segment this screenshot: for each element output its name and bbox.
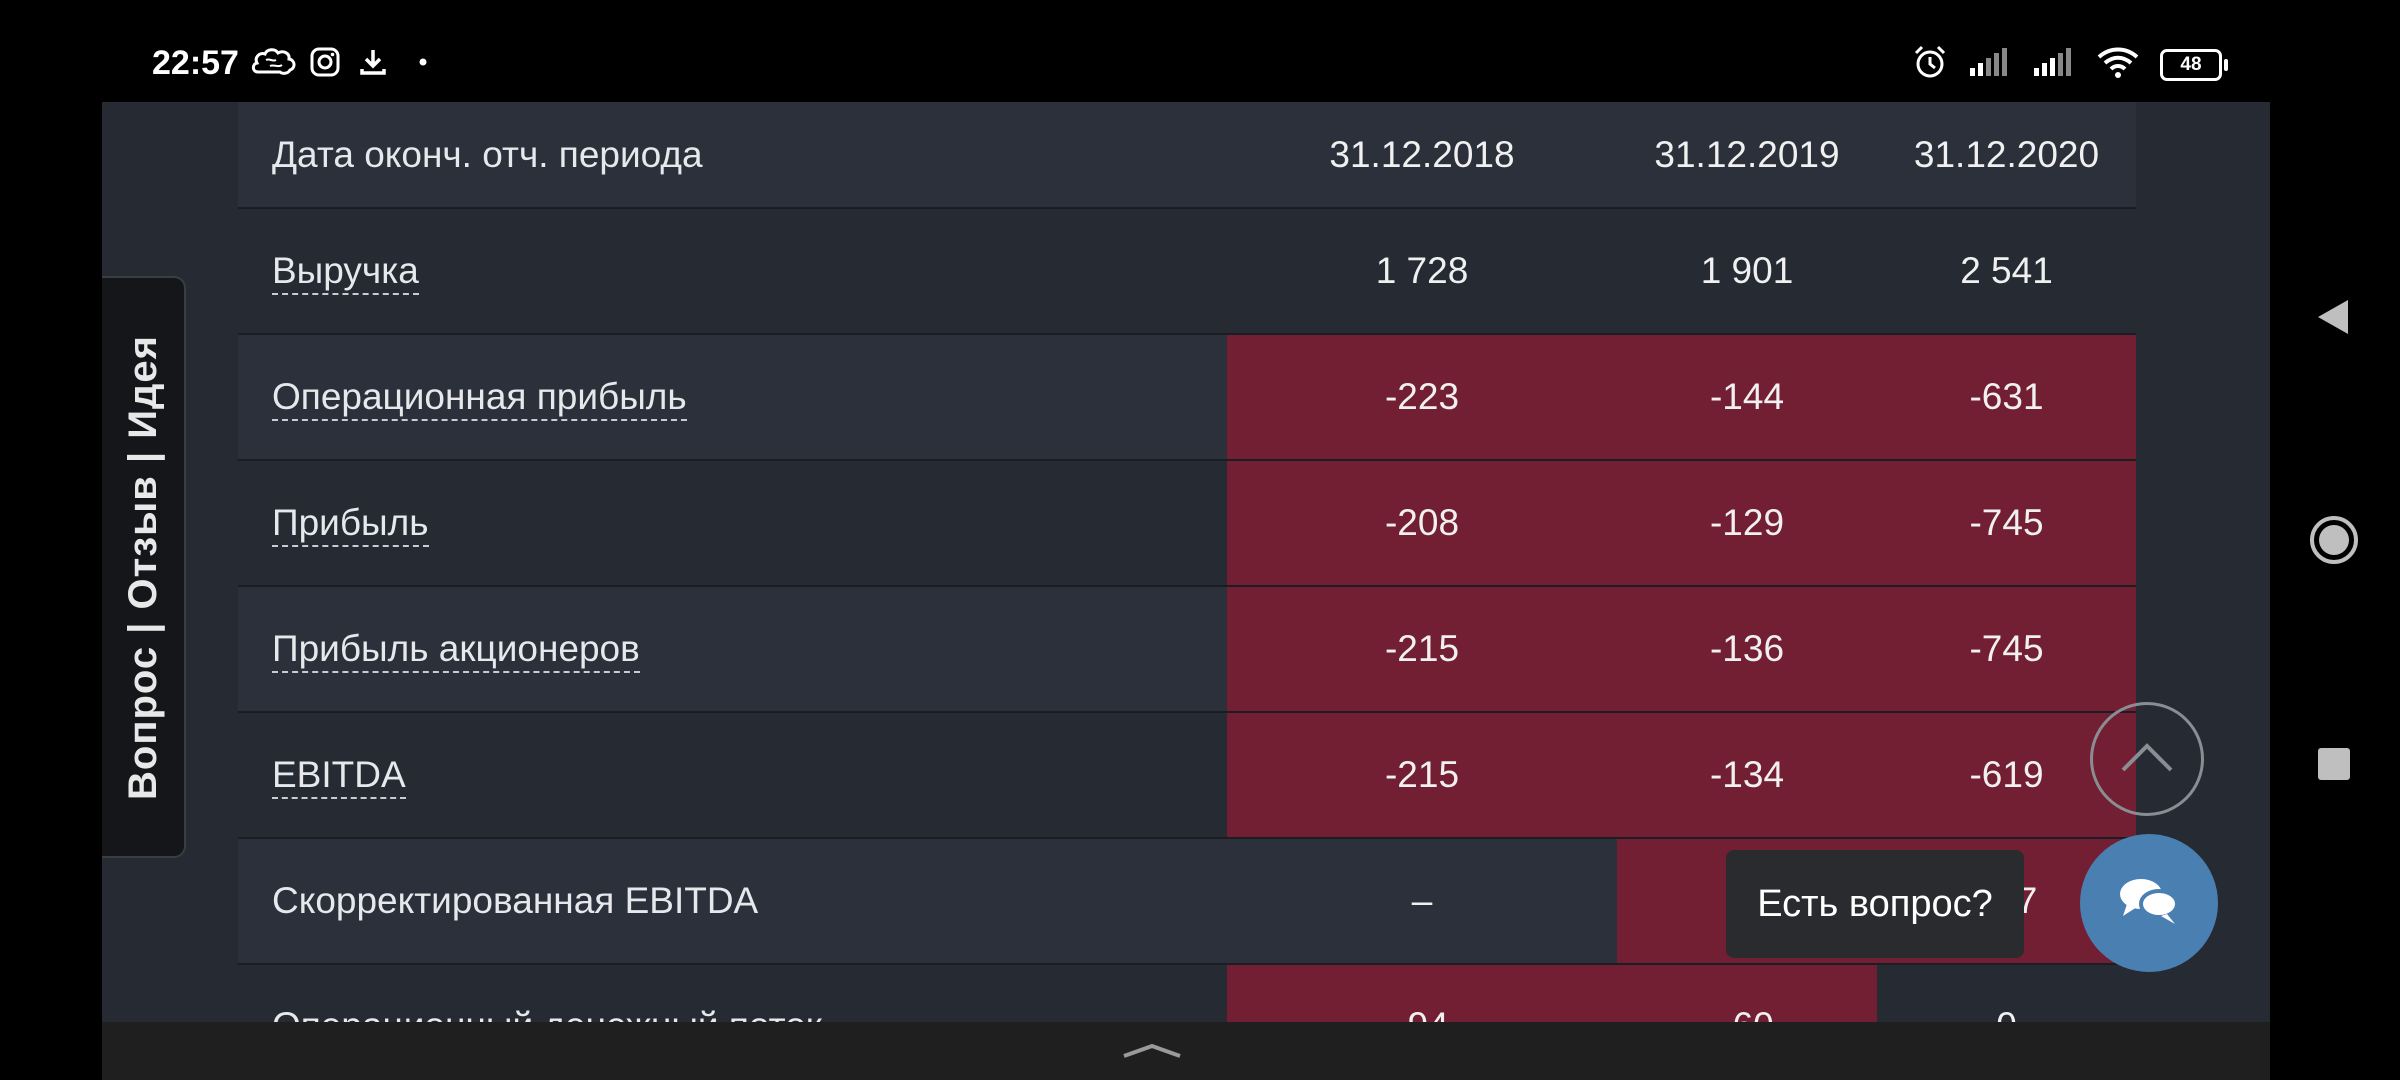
table-row: EBITDA -215 -134 -619	[238, 712, 2136, 839]
feedback-tab[interactable]: Вопрос | Отзыв | Идея	[102, 276, 186, 858]
table-row: Выручка 1 728 1 901 2 541	[238, 208, 2136, 335]
table-cell: -745	[1877, 586, 2136, 713]
table-cell: -144	[1617, 334, 1877, 461]
table-cell: -223	[1227, 334, 1617, 461]
wifi-icon	[2096, 45, 2140, 84]
table-cell: -208	[1227, 460, 1617, 587]
header-date: 31.12.2019	[1617, 102, 1877, 209]
table-cell: –	[1227, 838, 1617, 965]
signal-icon	[1968, 46, 2012, 83]
chat-button[interactable]	[2080, 834, 2218, 972]
table-cell: -129	[1617, 460, 1877, 587]
download-icon	[358, 44, 388, 80]
status-bar: 22:57 48	[0, 0, 2400, 102]
chevron-up-icon[interactable]	[1120, 1040, 1184, 1065]
table-cell: 1 901	[1617, 208, 1877, 335]
scroll-to-top-button[interactable]	[2090, 702, 2204, 816]
table-cell: 2 541	[1877, 208, 2136, 335]
table-cell: -631	[1877, 334, 2136, 461]
table-row: Прибыль акционеров -215 -136 -745	[238, 586, 2136, 713]
instagram-icon	[310, 44, 340, 80]
table-cell: -94	[1227, 964, 1617, 1022]
table-row: Операционная прибыль -223 -144 -631	[238, 334, 2136, 461]
status-time: 22:57	[152, 44, 239, 82]
header-date: 31.12.2020	[1877, 102, 2136, 209]
table-cell: -215	[1227, 712, 1617, 839]
feedback-tab-label: Вопрос | Отзыв | Идея	[120, 334, 165, 800]
battery-indicator: 48	[2160, 48, 2228, 81]
table-cell: 1 728	[1227, 208, 1617, 335]
chat-icon	[2117, 872, 2181, 935]
brain-icon	[250, 44, 298, 80]
row-label: Скорректированная EBITDA	[238, 838, 1227, 965]
header-date: 31.12.2018	[1227, 102, 1617, 209]
dot-icon	[418, 44, 428, 80]
chevron-up-icon	[2119, 740, 2175, 779]
table-cell: -215	[1227, 586, 1617, 713]
table-row: Операционный денежный поток -94 -60 0	[238, 964, 2136, 1022]
table-row: Прибыль -208 -129 -745	[238, 460, 2136, 587]
row-label-link[interactable]: Выручка	[272, 250, 419, 295]
back-icon[interactable]	[2316, 298, 2350, 341]
row-label-link[interactable]: Прибыль	[272, 502, 429, 547]
table-header-row: Дата оконч. отч. периода 31.12.2018 31.1…	[238, 102, 2136, 209]
alarm-icon	[1912, 44, 1948, 85]
row-label-link[interactable]: EBITDA	[272, 754, 406, 799]
table-cell: -60	[1617, 964, 1877, 1022]
table-cell: 0	[1877, 964, 2136, 1022]
header-label: Дата оконч. отч. периода	[238, 102, 1227, 209]
home-icon[interactable]	[2309, 515, 2359, 570]
row-label-link[interactable]: Операционная прибыль	[272, 376, 687, 421]
recents-icon[interactable]	[2318, 748, 2350, 780]
table-cell: -745	[1877, 460, 2136, 587]
signal-icon	[2032, 46, 2076, 83]
table-cell: -136	[1617, 586, 1877, 713]
bottom-panel[interactable]	[102, 1022, 2270, 1080]
row-label-link[interactable]: Операционный денежный поток	[272, 1005, 822, 1022]
row-label-link[interactable]: Прибыль акционеров	[272, 628, 640, 673]
table-cell: -134	[1617, 712, 1877, 839]
chat-prompt-bubble[interactable]: Есть вопрос?	[1726, 850, 2024, 958]
